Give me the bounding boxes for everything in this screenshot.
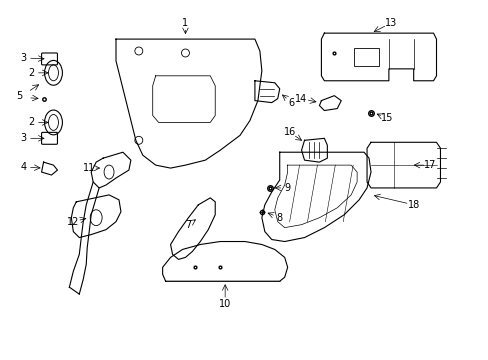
Text: 15: 15 [380,113,392,123]
Text: 4: 4 [20,162,27,172]
Text: 6: 6 [288,98,294,108]
Text: 18: 18 [407,200,419,210]
Text: 3: 3 [20,133,27,143]
Text: 16: 16 [283,127,295,138]
Text: 12: 12 [67,217,80,227]
Text: 3: 3 [20,53,27,63]
Text: 5: 5 [17,91,23,101]
Text: 13: 13 [384,18,396,28]
Text: 17: 17 [424,160,436,170]
Text: 8: 8 [276,213,282,223]
Bar [353,48,378,66]
Text: 10: 10 [219,299,231,309]
Text: 14: 14 [295,94,307,104]
Text: 2: 2 [28,68,35,78]
Text: 1: 1 [182,18,188,28]
Text: 7: 7 [185,220,191,230]
Text: 9: 9 [284,183,290,193]
Text: 11: 11 [83,163,95,173]
Text: 2: 2 [28,117,35,127]
